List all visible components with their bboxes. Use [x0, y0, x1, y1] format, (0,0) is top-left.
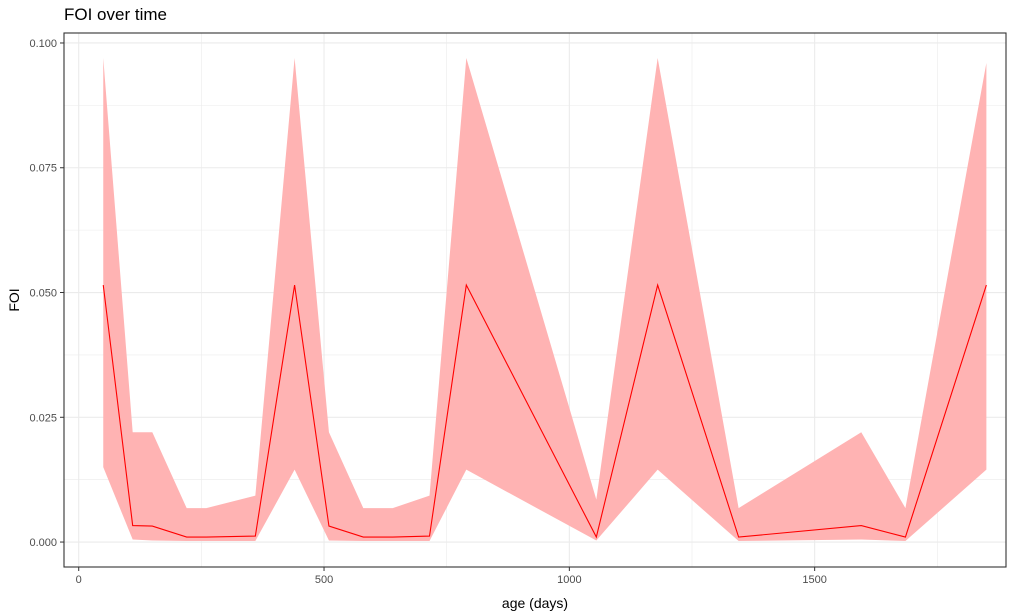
x-tick-label: 1500 [802, 574, 826, 586]
ribbon-layer [103, 57, 987, 542]
line-layer [102, 283, 987, 539]
y-tick-label: 0.100 [29, 38, 57, 50]
y-tick-label: 0.000 [29, 537, 57, 549]
panel-border [63, 32, 1007, 568]
y-axis-title: FOI [6, 288, 22, 311]
foi-line [102, 283, 987, 539]
y-tick-label: 0.050 [29, 288, 57, 300]
confidence-ribbon [103, 57, 987, 542]
y-tick-label: 0.075 [29, 163, 57, 175]
y-tick-label: 0.025 [29, 412, 57, 424]
chart-title: FOI over time [64, 5, 167, 24]
x-tick-label: 500 [315, 574, 333, 586]
x-tick-label: 0 [76, 574, 82, 586]
x-tick-label: 1000 [557, 574, 581, 586]
axis-layer: 0 500 1000 1500 0.000 0.025 0.050 0.075 0.100 [29, 32, 1007, 586]
x-axis-title: age (days) [502, 595, 568, 611]
